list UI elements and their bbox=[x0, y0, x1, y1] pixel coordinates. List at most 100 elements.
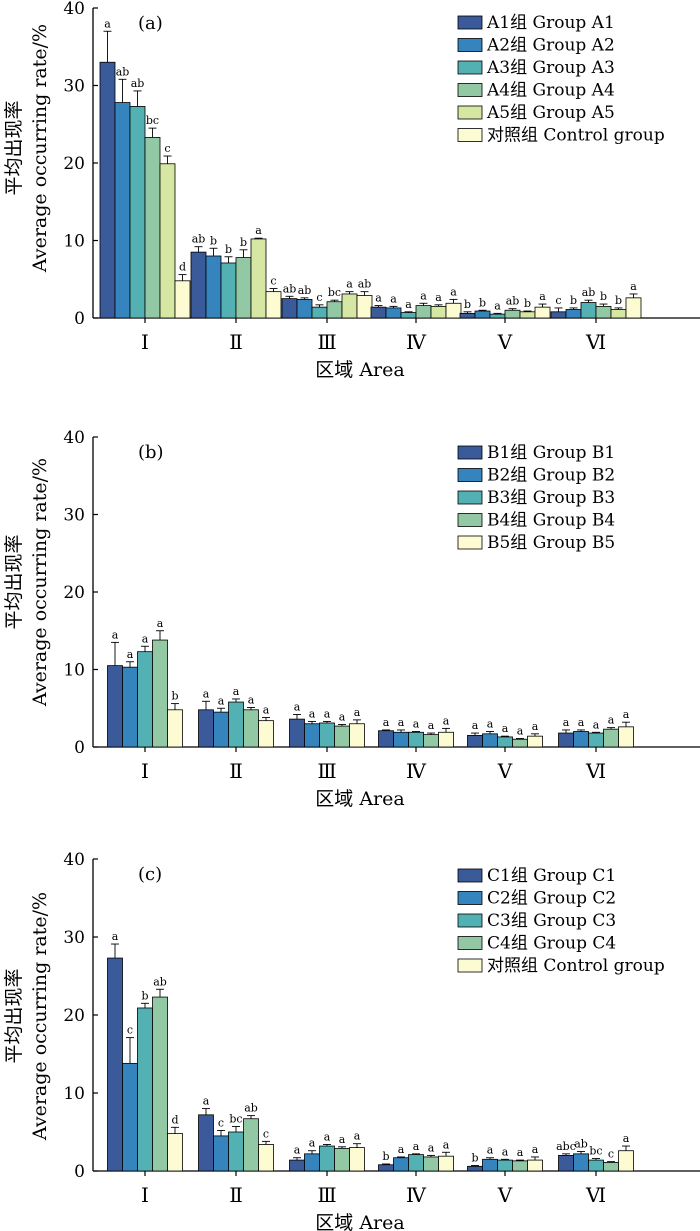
significance-letter: abc bbox=[556, 1140, 576, 1153]
significance-letter: a bbox=[413, 1140, 420, 1153]
legend-swatch bbox=[457, 128, 483, 142]
y-tick-label: 0 bbox=[74, 309, 85, 329]
significance-letter: a bbox=[339, 711, 346, 724]
legend-label: 对照组 Control group bbox=[487, 956, 665, 976]
bar-1-cat-3 bbox=[281, 298, 298, 319]
bar-5-cat-6 bbox=[610, 309, 627, 319]
bar-2-cat-4 bbox=[393, 731, 409, 748]
significance-letter: b bbox=[210, 234, 217, 247]
x-tick-label: Ⅳ bbox=[406, 1183, 427, 1207]
y-tick-label: 30 bbox=[63, 506, 85, 526]
y-tick-label: 10 bbox=[63, 232, 85, 252]
bar-1-cat-4 bbox=[378, 1164, 394, 1172]
significance-letter: c bbox=[218, 1116, 224, 1129]
significance-letter: a bbox=[233, 685, 240, 698]
y-tick-label: 20 bbox=[63, 583, 85, 603]
bar-3-cat-3 bbox=[319, 722, 335, 748]
bar-1-cat-2 bbox=[198, 709, 214, 748]
bar-5-cat-3 bbox=[349, 1147, 365, 1172]
legend-swatch bbox=[457, 891, 483, 905]
significance-letter: a bbox=[309, 1137, 316, 1150]
y-axis-title: 平均出现率 Average occurring rate/% bbox=[3, 892, 51, 1141]
bar-3-cat-6 bbox=[588, 732, 604, 748]
legend-label: A4组 Group A4 bbox=[486, 81, 615, 101]
bar-2-cat-3 bbox=[304, 723, 320, 748]
significance-letter: c bbox=[608, 1148, 614, 1161]
legend-swatch bbox=[457, 936, 483, 950]
significance-letter: b bbox=[225, 243, 232, 256]
y-axis-title-en: Average occurring rate/% bbox=[29, 24, 51, 273]
y-axis-title-en: Average occurring rate/% bbox=[29, 892, 51, 1141]
bar-5-cat-3 bbox=[341, 293, 358, 319]
bar-3-cat-6 bbox=[580, 302, 597, 319]
significance-letter: a bbox=[255, 224, 262, 237]
bar-3-cat-3 bbox=[311, 306, 328, 319]
significance-letter: a bbox=[398, 1143, 405, 1156]
bar-1-cat-5 bbox=[467, 734, 483, 748]
bar-3-cat-5 bbox=[497, 736, 513, 748]
legend-label: B4组 Group B4 bbox=[487, 511, 615, 531]
bar-2-cat-6 bbox=[573, 1153, 589, 1172]
bar-2-cat-4 bbox=[393, 1157, 409, 1172]
bar-4-cat-2 bbox=[235, 257, 252, 319]
significance-letter: d bbox=[179, 261, 186, 274]
significance-letter: a bbox=[578, 716, 585, 729]
bar-5-cat-1 bbox=[167, 709, 183, 748]
significance-letter: b bbox=[600, 290, 607, 303]
bar-5-cat-2 bbox=[258, 1144, 274, 1172]
bar-1-cat-6 bbox=[558, 732, 574, 748]
bar-2-cat-5 bbox=[474, 310, 491, 319]
bar-2-cat-3 bbox=[296, 298, 313, 319]
bar-5-cat-5 bbox=[527, 735, 543, 748]
significance-letter: b bbox=[240, 236, 247, 249]
significance-letter: c bbox=[263, 1127, 269, 1140]
x-tick-label: Ⅱ bbox=[229, 759, 243, 783]
y-axis-title: 平均出现率 Average occurring rate/% bbox=[3, 458, 51, 707]
significance-letter: a bbox=[142, 632, 149, 645]
significance-letter: c bbox=[164, 142, 170, 155]
significance-letter: ab bbox=[244, 1102, 258, 1115]
x-tick-label: Ⅰ bbox=[141, 330, 149, 354]
significance-letter: a bbox=[248, 693, 255, 706]
bar-6-cat-2 bbox=[265, 291, 282, 319]
significance-letter: a bbox=[203, 1095, 210, 1108]
bar-1-cat-3 bbox=[289, 1159, 305, 1172]
legend-label: A1组 Group A1 bbox=[486, 13, 615, 33]
bar-2-cat-6 bbox=[573, 731, 589, 748]
legend-swatch bbox=[457, 445, 483, 460]
legend-swatch bbox=[457, 913, 483, 928]
y-tick-label: 30 bbox=[63, 928, 85, 948]
legend-swatch bbox=[457, 535, 483, 550]
bar-4-cat-3 bbox=[334, 1147, 350, 1172]
chart-panel-3: 0 10 20 30 40 平均出现率 Average occurring rate/% Ⅰa… bbox=[3, 850, 700, 1231]
significance-letter: a bbox=[354, 706, 361, 719]
bar-2-cat-2 bbox=[205, 255, 222, 319]
bar-5-cat-3 bbox=[349, 723, 365, 748]
significance-letter: a bbox=[428, 1141, 435, 1154]
bar-2-cat-3 bbox=[304, 1153, 320, 1172]
significance-letter: a bbox=[324, 707, 331, 720]
panel-tag: (a) bbox=[138, 13, 163, 34]
significance-letter: a bbox=[390, 292, 397, 305]
significance-letter: b bbox=[382, 1150, 389, 1163]
x-tick-label: Ⅰ bbox=[141, 759, 149, 783]
legend-label: B5组 Group B5 bbox=[487, 533, 615, 553]
significance-letter: a bbox=[127, 648, 134, 661]
bar-5-cat-4 bbox=[438, 1155, 454, 1172]
x-tick-label: Ⅳ bbox=[406, 759, 427, 783]
significance-letter: ab bbox=[153, 975, 167, 988]
significance-letter: c bbox=[555, 294, 561, 307]
y-axis-title-cn: 平均出现率 bbox=[3, 100, 25, 195]
bar-4-cat-5 bbox=[512, 738, 528, 748]
significance-letter: a bbox=[450, 285, 457, 298]
bar-4-cat-3 bbox=[334, 725, 350, 748]
significance-letter: bc bbox=[328, 286, 341, 299]
legend-label: B1组 Group B1 bbox=[487, 443, 615, 463]
panel-tag: (c) bbox=[138, 864, 162, 885]
bar-3-cat-4 bbox=[408, 731, 424, 748]
significance-letter: a bbox=[623, 1132, 630, 1145]
bar-4-cat-3 bbox=[326, 301, 343, 319]
